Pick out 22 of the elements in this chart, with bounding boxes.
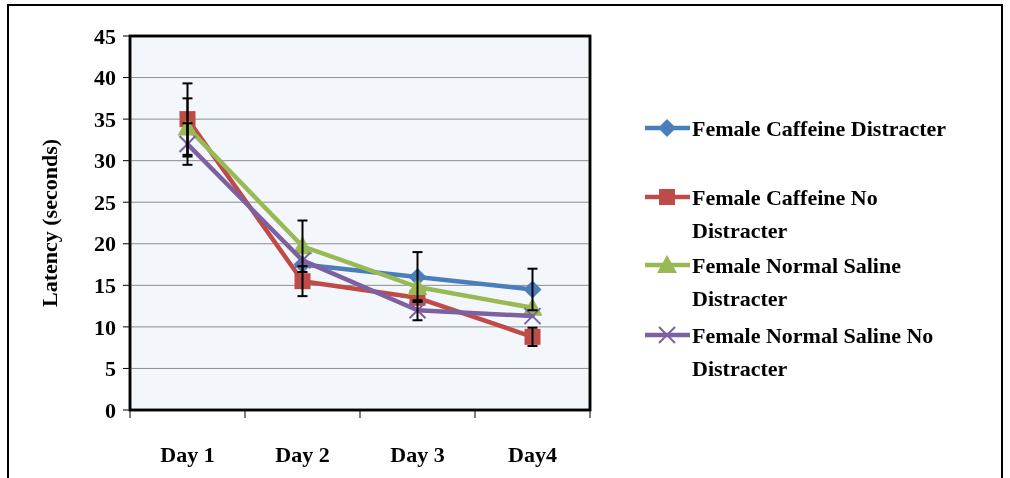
point [293,251,312,270]
y-tick-label: 15 [94,273,116,299]
legend-label: Female Normal Saline Distracter [692,252,902,311]
y-tick-label: 40 [94,65,116,91]
legend-label: Female Caffeine Distracter [692,115,947,141]
y-tick-label: 35 [94,106,116,132]
y-axis-title: Latency (seconds) [37,138,62,308]
x-tick-label: Day 1 [160,442,215,467]
point [178,135,197,154]
y-tick-label: 0 [105,397,116,423]
x-tick-label: Day 3 [390,442,445,467]
y-tick-label: 10 [94,314,116,340]
x-tick-label: Day4 [508,442,557,467]
y-tick-label: 5 [105,356,116,382]
y-tick-label: 30 [94,148,116,174]
legend-label: Female Normal Saline No Distracter [692,322,934,381]
point [523,307,542,326]
y-tick-label: 20 [94,231,116,257]
y-tick-label: 25 [94,189,116,215]
legend-label: Female Caffeine No Distracter [692,184,878,243]
x-tick-label: Day 2 [275,442,330,467]
y-tick-label: 45 [94,23,116,49]
